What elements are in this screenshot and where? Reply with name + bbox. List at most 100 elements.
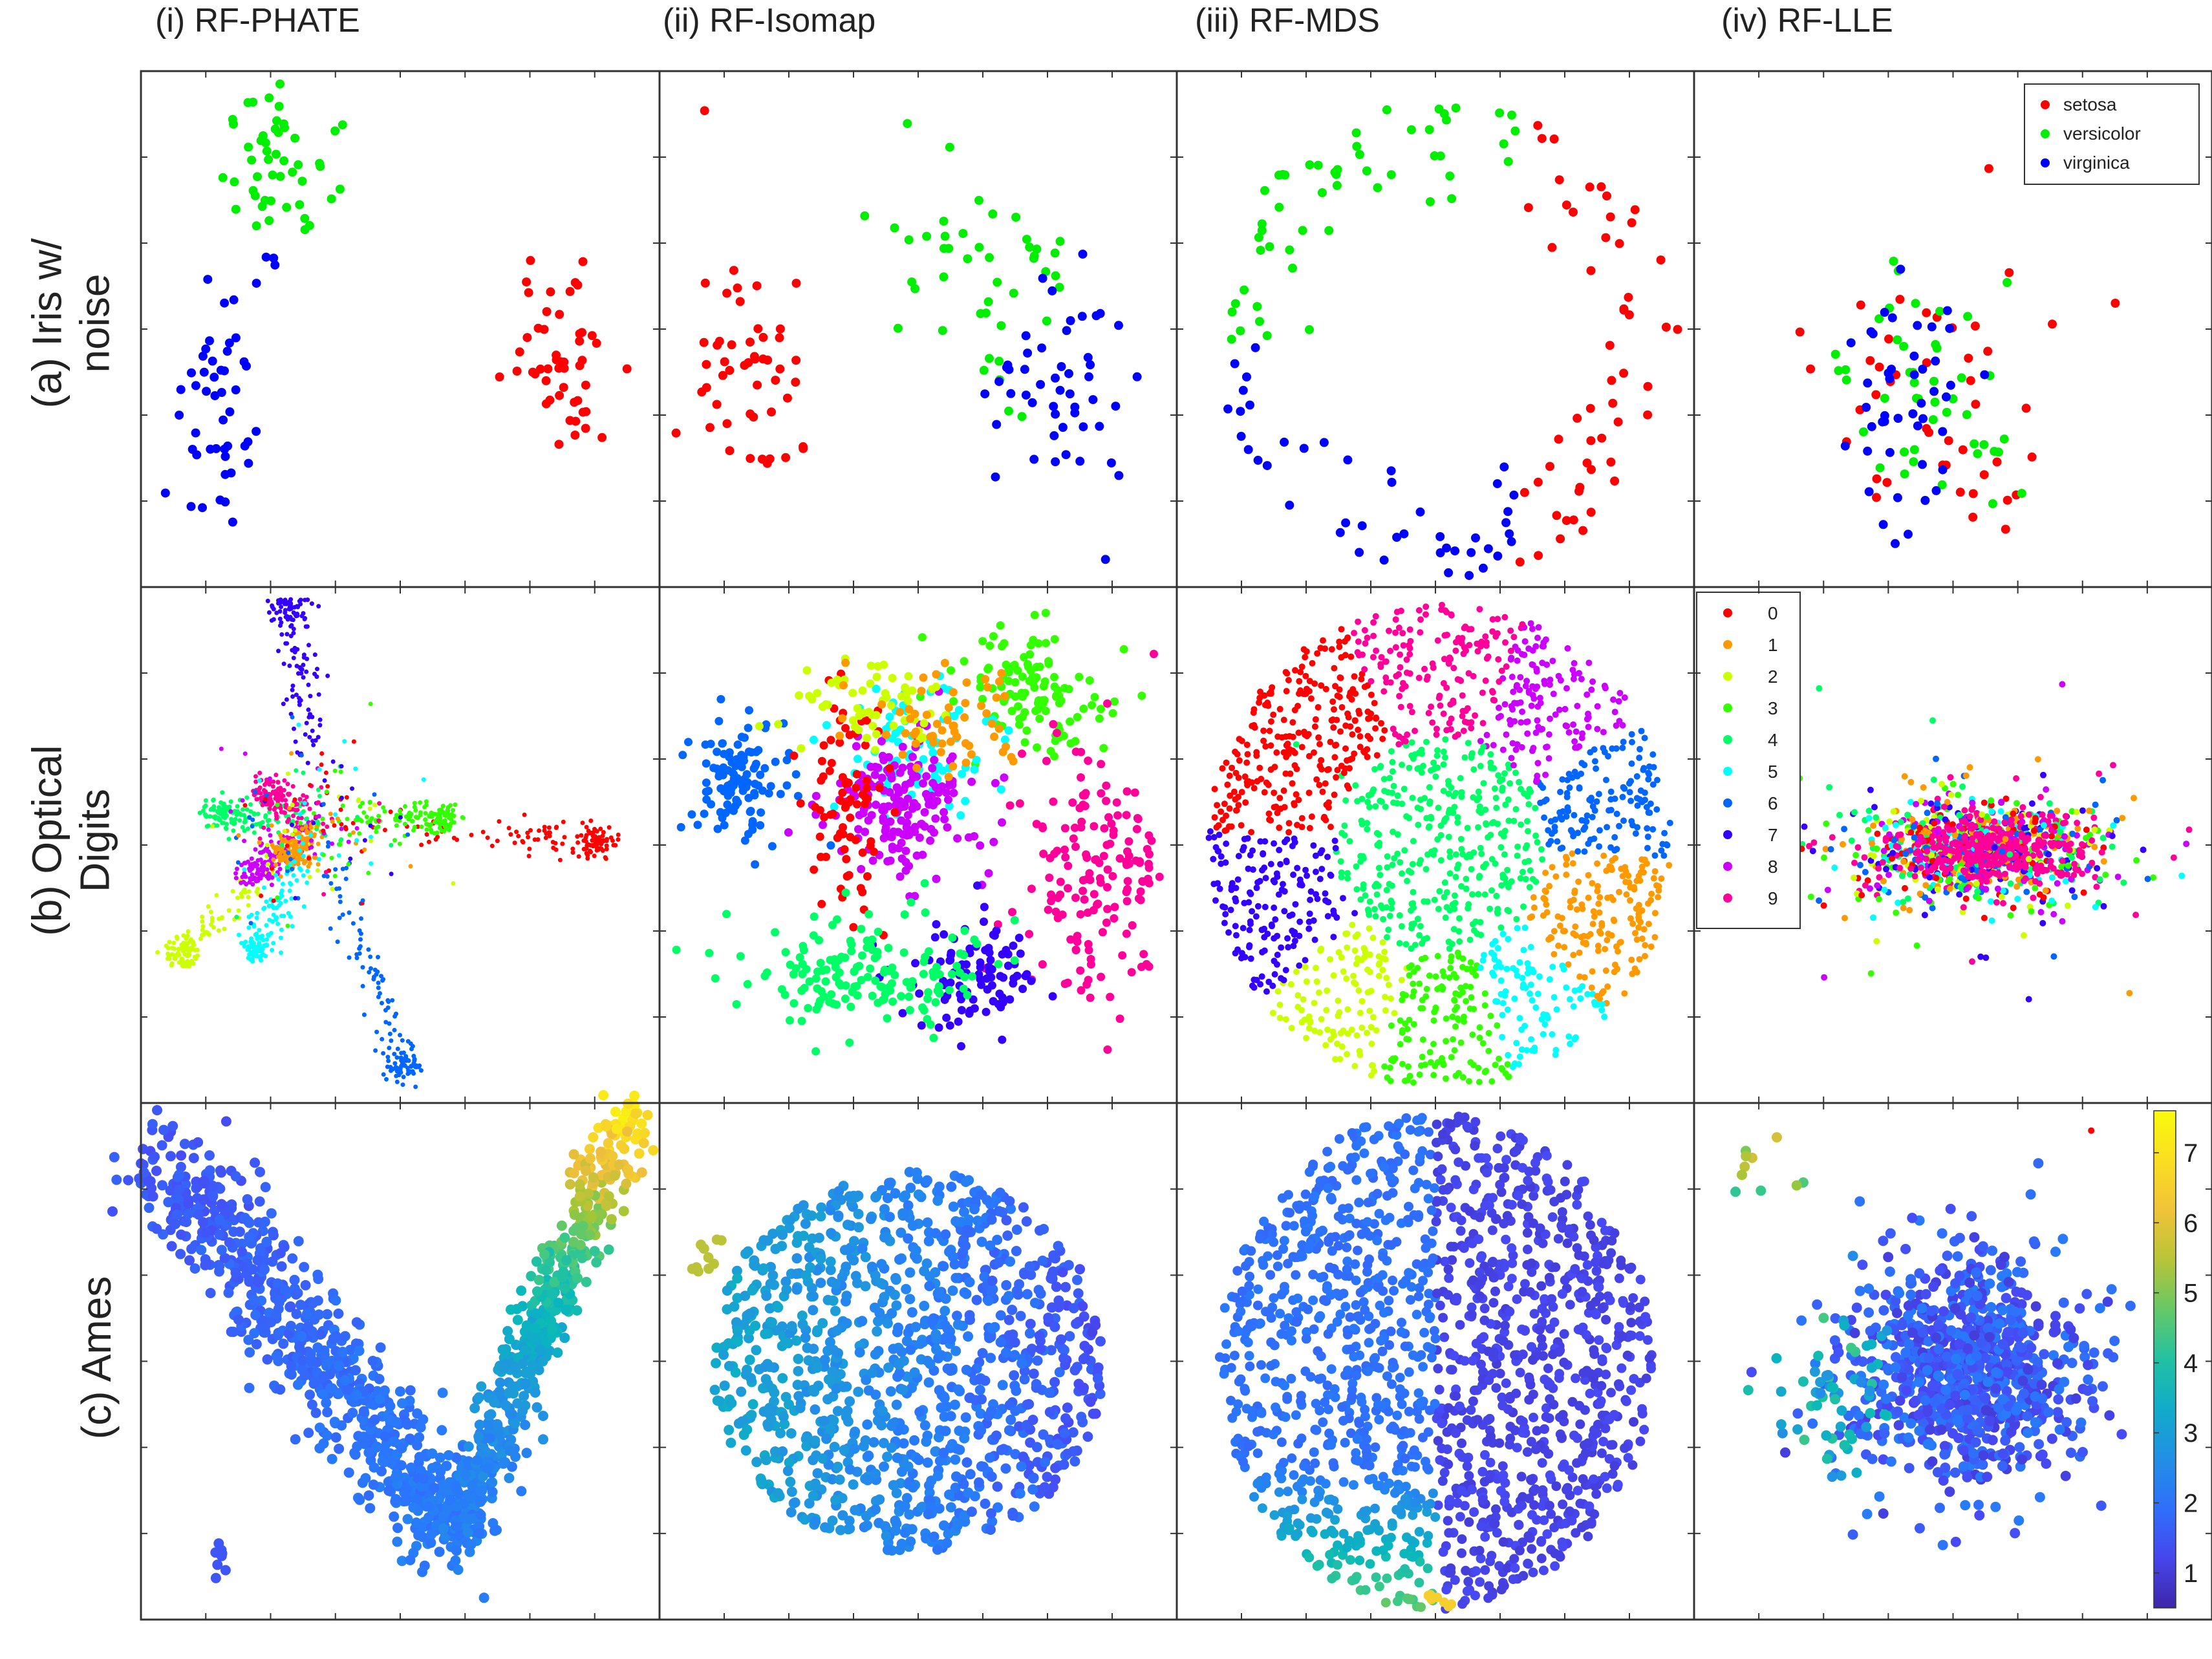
point xyxy=(905,705,914,714)
point xyxy=(1487,1012,1494,1020)
point xyxy=(305,836,310,841)
point xyxy=(1273,749,1280,756)
point xyxy=(805,977,814,986)
point xyxy=(1885,374,1895,383)
point xyxy=(357,831,362,836)
point xyxy=(1426,784,1433,791)
point xyxy=(742,782,751,791)
point xyxy=(1236,326,1245,336)
point xyxy=(1611,834,1618,840)
point xyxy=(1247,890,1254,897)
point xyxy=(424,832,429,837)
point xyxy=(1551,950,1558,958)
point xyxy=(305,880,310,885)
point xyxy=(1480,780,1487,787)
point xyxy=(307,806,312,811)
point xyxy=(246,826,250,831)
point xyxy=(266,610,272,615)
point xyxy=(864,910,874,919)
point xyxy=(586,842,591,847)
point xyxy=(278,833,283,838)
point xyxy=(768,842,777,851)
point xyxy=(1331,665,1338,672)
point xyxy=(218,173,228,182)
point xyxy=(1874,314,1884,324)
point xyxy=(1578,734,1585,742)
point xyxy=(319,762,324,767)
point xyxy=(265,599,270,603)
point xyxy=(815,806,824,815)
point xyxy=(1651,868,1659,875)
point xyxy=(1532,685,1539,692)
point xyxy=(1470,849,1477,856)
point xyxy=(1302,963,1309,970)
point xyxy=(1450,546,1460,556)
point xyxy=(1139,950,1148,959)
point xyxy=(301,652,306,658)
point xyxy=(1265,782,1272,788)
point xyxy=(369,835,374,840)
point xyxy=(329,855,334,861)
point xyxy=(296,835,301,839)
point xyxy=(216,810,220,815)
point xyxy=(1357,858,1364,865)
point xyxy=(961,797,970,806)
point xyxy=(748,825,757,834)
point xyxy=(1257,981,1264,988)
point xyxy=(995,677,1004,686)
point xyxy=(700,809,709,819)
point xyxy=(1584,812,1591,819)
point xyxy=(1210,834,1218,840)
point xyxy=(1970,439,1979,449)
point xyxy=(1332,844,1339,851)
point xyxy=(1636,956,1643,963)
point xyxy=(286,850,291,855)
point xyxy=(269,866,274,871)
point xyxy=(198,936,203,941)
point xyxy=(1372,913,1379,920)
point xyxy=(1310,842,1317,849)
point xyxy=(1079,800,1088,809)
point xyxy=(1406,972,1413,979)
point xyxy=(976,683,985,692)
point xyxy=(257,778,262,783)
point xyxy=(259,850,264,855)
point xyxy=(177,960,182,965)
point xyxy=(1507,537,1516,546)
point xyxy=(1963,312,1973,321)
point xyxy=(1480,744,1487,750)
point xyxy=(381,1072,386,1077)
point xyxy=(347,910,352,915)
point xyxy=(963,254,972,264)
point xyxy=(1011,692,1020,701)
point xyxy=(596,839,601,844)
point xyxy=(330,886,335,892)
point xyxy=(585,856,590,861)
point xyxy=(1468,994,1475,1001)
point xyxy=(1305,731,1312,738)
point xyxy=(1364,826,1371,833)
point xyxy=(303,859,308,864)
point xyxy=(1033,743,1042,752)
point xyxy=(271,779,276,784)
point xyxy=(984,869,993,878)
point xyxy=(1574,848,1582,855)
point xyxy=(1917,398,1926,408)
point xyxy=(1882,478,1892,487)
point xyxy=(210,824,215,829)
point xyxy=(1477,643,1485,650)
point xyxy=(249,856,254,861)
point xyxy=(1264,930,1271,937)
point xyxy=(804,1003,813,1012)
point xyxy=(203,275,213,284)
point xyxy=(338,842,343,847)
point xyxy=(1396,912,1403,919)
point xyxy=(248,809,253,814)
point xyxy=(780,990,789,1000)
point xyxy=(1510,965,1517,972)
point xyxy=(535,837,541,842)
point xyxy=(1027,398,1037,407)
point xyxy=(907,277,917,287)
point xyxy=(1399,870,1406,877)
point xyxy=(1578,676,1585,683)
